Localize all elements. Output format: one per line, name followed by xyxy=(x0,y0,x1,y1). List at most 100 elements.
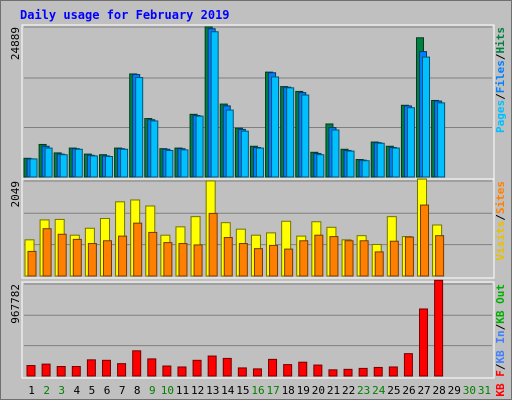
y-axis-max-label: 24889 xyxy=(9,27,22,60)
bar-sites-day-24 xyxy=(374,251,384,277)
bar-kb-f-day-12 xyxy=(192,359,202,377)
bar-kb-f-day-24 xyxy=(373,366,383,377)
x-tick-label-day-9: 9 xyxy=(149,384,156,397)
bar-pages-day-4 xyxy=(74,148,83,178)
bar-sites-day-5 xyxy=(87,243,97,277)
legend-entry: Sites xyxy=(494,181,507,214)
x-tick-label-day-21: 21 xyxy=(327,384,340,397)
bar-kb-f-day-17 xyxy=(268,358,278,377)
panel-1: 24889 Pages/Files/Hits xyxy=(9,24,507,180)
bar-sites-day-1 xyxy=(27,250,37,277)
bar-sites-day-11 xyxy=(178,243,188,277)
chart-title: Daily usage for February 2019 xyxy=(20,8,230,22)
bar-pages-day-9 xyxy=(150,120,159,178)
bar-sites-day-9 xyxy=(148,231,158,277)
x-tick-label-day-8: 8 xyxy=(134,384,141,397)
bar-sites-day-18 xyxy=(284,248,294,277)
bar-pages-day-27 xyxy=(422,56,431,178)
x-tick-label-day-29: 29 xyxy=(448,384,461,397)
bar-sites-day-3 xyxy=(57,233,67,277)
bar-pages-day-26 xyxy=(406,107,415,178)
bar-pages-day-24 xyxy=(376,142,385,178)
bar-kb-f-day-10 xyxy=(162,365,172,377)
bar-kb-f-day-23 xyxy=(358,367,368,377)
panel-legend: Pages/Files/Hits xyxy=(494,27,507,133)
x-tick-label-day-20: 20 xyxy=(312,384,325,397)
x-tick-label-day-1: 1 xyxy=(28,384,35,397)
bar-sites-day-7 xyxy=(118,235,128,277)
bar-kb-f-day-2 xyxy=(41,363,51,377)
panel-frame xyxy=(21,281,495,379)
x-tick-label-day-18: 18 xyxy=(282,384,295,397)
x-tick-label-day-4: 4 xyxy=(74,384,81,397)
bar-sites-day-12 xyxy=(193,244,203,277)
y-axis-max-label: 967782 xyxy=(9,284,22,324)
bar-kb-f-day-16 xyxy=(252,368,262,377)
bar-sites-day-27 xyxy=(420,204,430,277)
x-tick-label-day-14: 14 xyxy=(221,384,235,397)
bar-sites-day-6 xyxy=(102,240,112,277)
x-tick-label-day-17: 17 xyxy=(266,384,279,397)
bar-kb-f-day-25 xyxy=(388,366,398,377)
bar-pages-day-5 xyxy=(89,155,98,178)
legend-entry: Files xyxy=(494,60,507,93)
bar-pages-day-2 xyxy=(44,147,53,178)
bar-pages-day-8 xyxy=(135,77,144,178)
bar-kb-f-day-20 xyxy=(313,364,323,377)
y-axis-max-label: 2049 xyxy=(9,181,22,208)
bar-kb-f-day-11 xyxy=(177,366,187,377)
x-tick-label-day-23: 23 xyxy=(357,384,370,397)
x-tick-label-day-25: 25 xyxy=(387,384,400,397)
bar-sites-day-13 xyxy=(208,212,218,277)
bar-kb-f-day-13 xyxy=(207,355,217,377)
bar-sites-day-25 xyxy=(389,240,399,277)
bar-sites-day-20 xyxy=(314,234,324,277)
bar-pages-day-13 xyxy=(210,31,219,178)
x-tick-label-day-16: 16 xyxy=(251,384,264,397)
bar-pages-day-28 xyxy=(437,102,446,178)
series-pages xyxy=(29,31,446,178)
bar-pages-day-23 xyxy=(361,160,370,178)
series-kb-f xyxy=(26,279,444,377)
bar-pages-day-19 xyxy=(301,94,310,178)
panel-2: 2049 Visits/Sites xyxy=(9,178,507,279)
bar-pages-day-20 xyxy=(316,154,325,178)
legend-separator: / xyxy=(494,363,507,370)
x-tick-label-day-27: 27 xyxy=(417,384,430,397)
bar-kb-f-day-21 xyxy=(328,369,338,377)
x-tick-label-day-22: 22 xyxy=(342,384,355,397)
legend-separator: / xyxy=(494,214,507,221)
panel-frame xyxy=(21,178,495,279)
x-tick-label-day-13: 13 xyxy=(206,384,219,397)
bar-pages-day-21 xyxy=(331,129,340,178)
bar-kb-f-day-9 xyxy=(147,358,157,377)
bar-pages-day-10 xyxy=(165,149,174,178)
bar-pages-day-1 xyxy=(29,158,38,178)
x-tick-label-day-19: 19 xyxy=(297,384,310,397)
bar-kb-f-day-7 xyxy=(117,363,127,377)
bar-pages-day-3 xyxy=(59,154,68,178)
x-tick-label-day-3: 3 xyxy=(58,384,65,397)
x-tick-label-day-11: 11 xyxy=(176,384,189,397)
bar-sites-day-8 xyxy=(133,222,143,277)
bar-pages-day-15 xyxy=(240,130,249,178)
bar-kb-f-day-15 xyxy=(237,367,247,377)
x-tick-label-day-24: 24 xyxy=(372,384,386,397)
bar-kb-f-day-26 xyxy=(403,353,413,377)
bar-kb-f-day-1 xyxy=(26,365,36,377)
x-tick-label-day-15: 15 xyxy=(236,384,249,397)
x-tick-label-day-6: 6 xyxy=(104,384,111,397)
bar-sites-day-4 xyxy=(72,238,82,277)
bar-pages-day-17 xyxy=(271,76,280,178)
bar-kb-f-day-19 xyxy=(298,361,308,377)
bar-pages-day-16 xyxy=(255,147,264,178)
bar-sites-day-2 xyxy=(42,228,52,277)
bar-kb-f-day-27 xyxy=(419,308,429,377)
bar-pages-day-22 xyxy=(346,150,355,178)
x-tick-label-day-10: 10 xyxy=(161,384,174,397)
bar-kb-f-day-14 xyxy=(222,357,232,377)
x-tick-label-day-26: 26 xyxy=(402,384,415,397)
bar-kb-f-day-8 xyxy=(132,350,142,377)
bar-kb-f-day-5 xyxy=(86,359,96,377)
bar-sites-day-15 xyxy=(238,243,248,277)
